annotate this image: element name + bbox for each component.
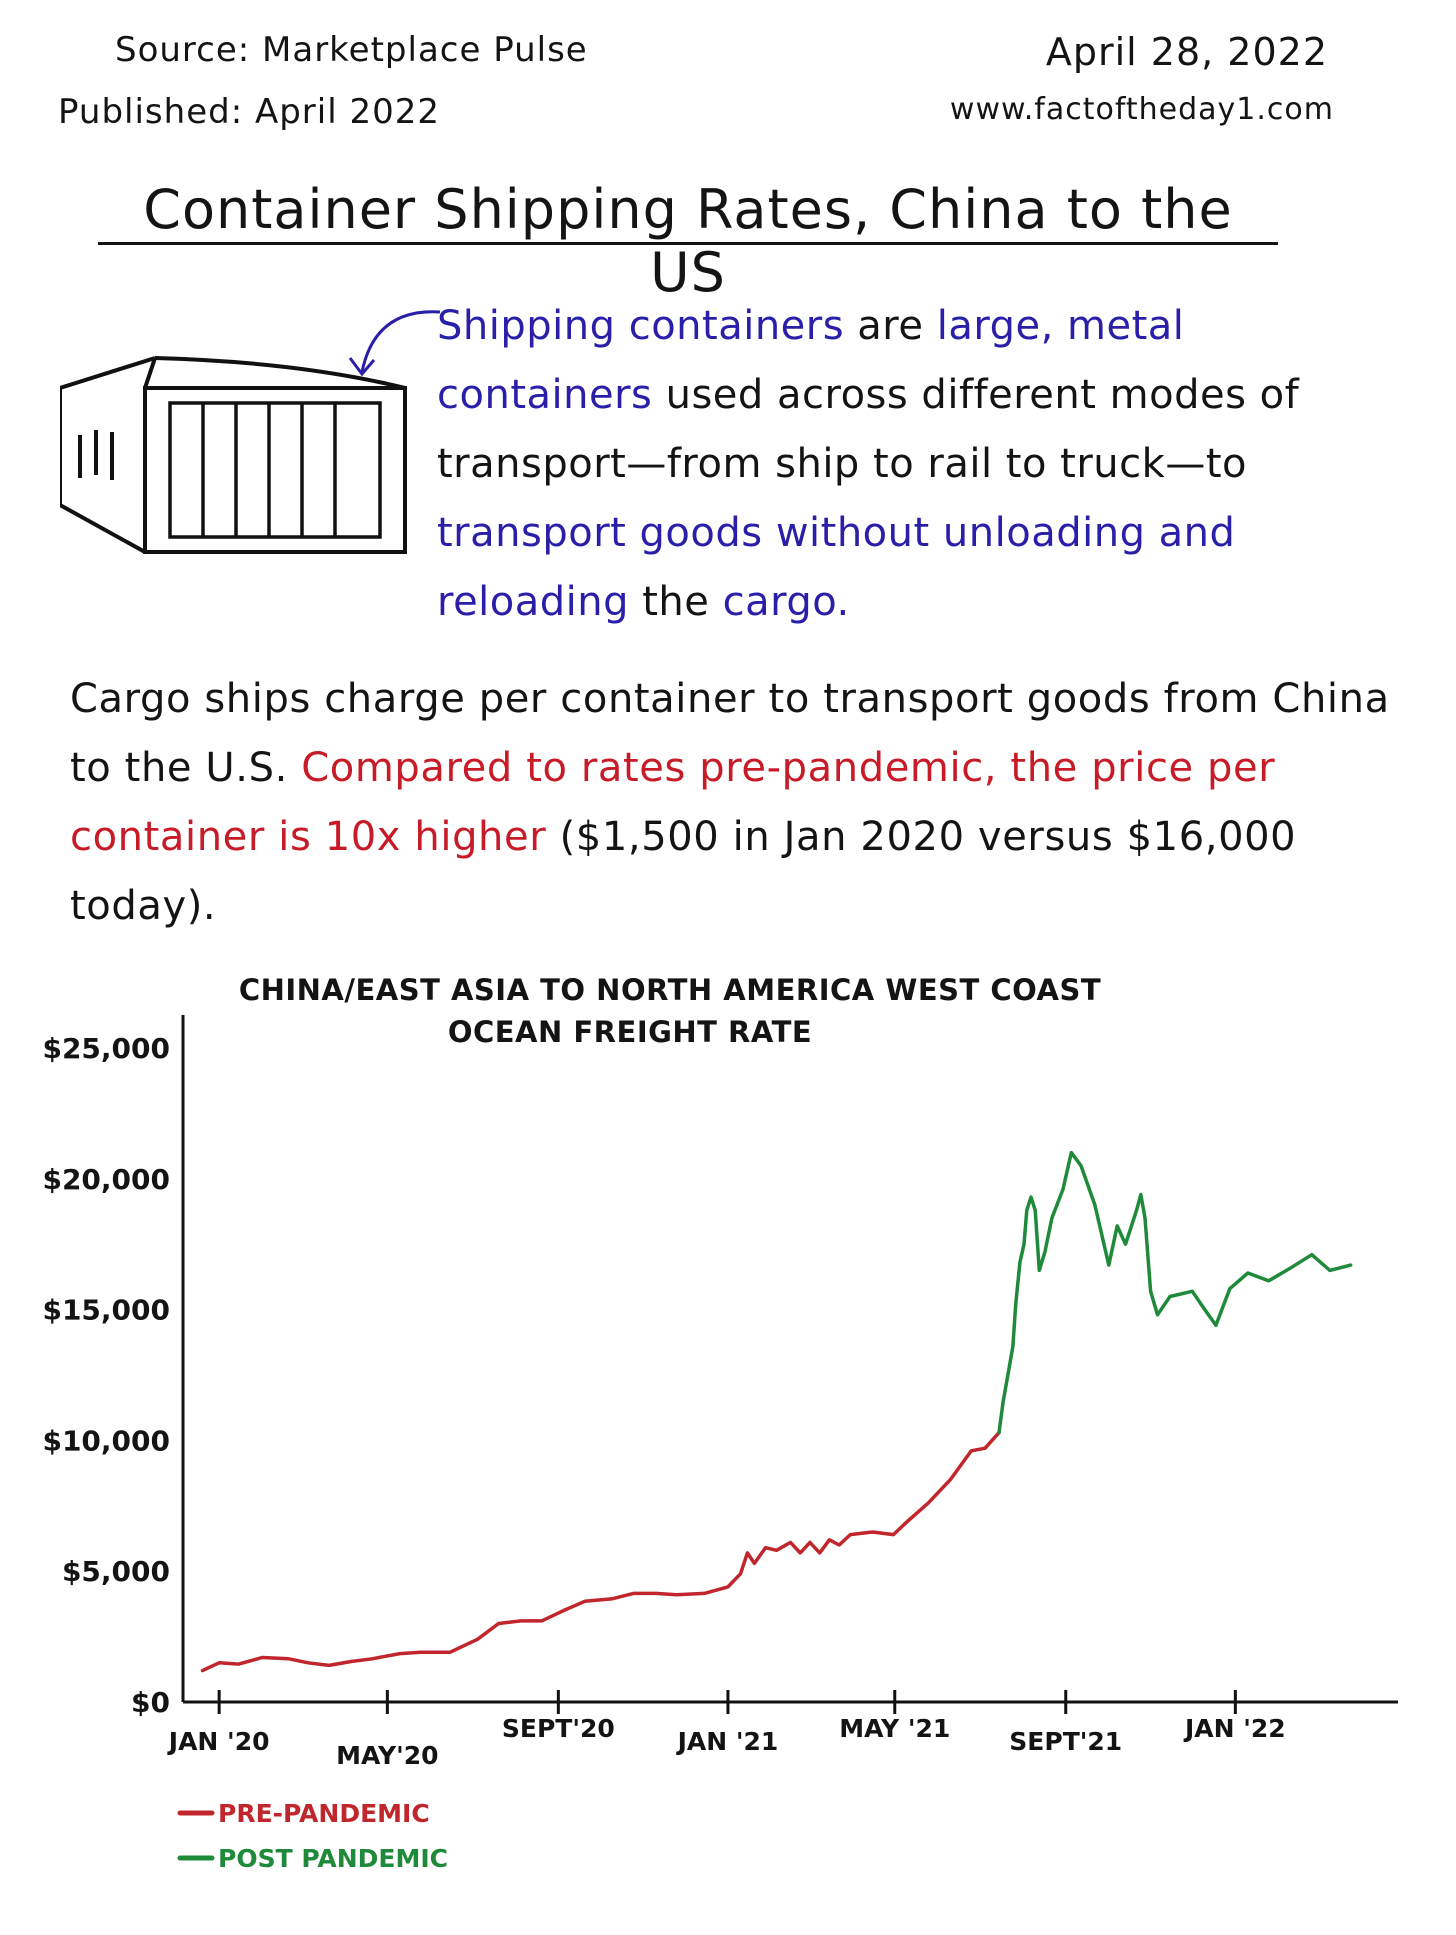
x-tick-label: SEPT'20 [502,1714,615,1743]
legend-label: POST PANDEMIC [218,1844,448,1873]
definition-text-1: are [844,303,937,349]
y-tick-label: $0 [131,1686,170,1719]
published-label: Published: April 2022 [58,92,441,132]
x-tick-label: SEPT'21 [1009,1727,1122,1756]
definition-text: Shipping containers are large, metal con… [437,292,1317,637]
page-title: Container Shipping Rates, China to the U… [143,178,1233,304]
paragraph-highlight: Compared to rates pre-pandemic, the pric… [70,745,1276,860]
series-lines [200,1150,1353,1673]
x-tick-label: JAN '20 [167,1727,270,1756]
definition-highlight-3: cargo. [722,579,850,625]
date-label: April 28, 2022 [1045,30,1328,74]
x-ticks: JAN '20 MAY'20 SEPT'20 JAN '21 MAY '21 SEPT'2… [167,1690,1286,1770]
definition-text-3: the [629,579,723,625]
source-label: Source: Marketplace Pulse [115,30,588,70]
definition-term: Shipping containers [437,303,845,349]
x-tick-label: JAN '21 [676,1727,779,1756]
y-tick-label: $15,000 [42,1294,170,1327]
x-tick-label: JAN '22 [1183,1714,1286,1743]
pre-pandemic-line [200,1430,1001,1673]
x-tick-label: MAY '21 [839,1714,950,1743]
y-tick-labels: $0 $5,000 $10,000 $15,000 $20,000 $25,000 [42,1032,170,1719]
definition-highlight-2: transport goods without unloading and re… [437,510,1236,625]
definition-text-2: used across different modes of transport… [437,372,1300,487]
website-link[interactable]: www.factoftheday1.com [949,92,1334,127]
x-tick-label: MAY'20 [336,1741,438,1770]
legend-label: PRE-PANDEMIC [218,1799,430,1828]
y-tick-label: $25,000 [42,1032,170,1065]
post-pandemic-line [997,1150,1353,1435]
freight-rate-chart: CHINA/EAST ASIA TO NORTH AMERICA WEST CO… [42,973,1398,1873]
definition-highlight-1: large, metal containers [437,303,1185,418]
chart-title-line-2: OCEAN FREIGHT RATE [448,1015,812,1049]
y-tick-label: $10,000 [42,1424,170,1457]
explanation-paragraph: Cargo ships charge per container to tran… [70,665,1390,941]
chart-title-line-1: CHINA/EAST ASIA TO NORTH AMERICA WEST CO… [239,973,1101,1007]
paragraph-text-2: ($1,500 in Jan 2020 versus $16,000 today… [70,814,1297,929]
legend: PRE-PANDEMIC POST PANDEMIC [177,1799,448,1873]
y-tick-label: $5,000 [62,1555,170,1588]
paragraph-text-1: Cargo ships charge per container to tran… [70,676,1390,791]
shipping-container-icon [60,310,441,554]
title-underline [98,242,1278,245]
y-tick-label: $20,000 [42,1163,170,1196]
